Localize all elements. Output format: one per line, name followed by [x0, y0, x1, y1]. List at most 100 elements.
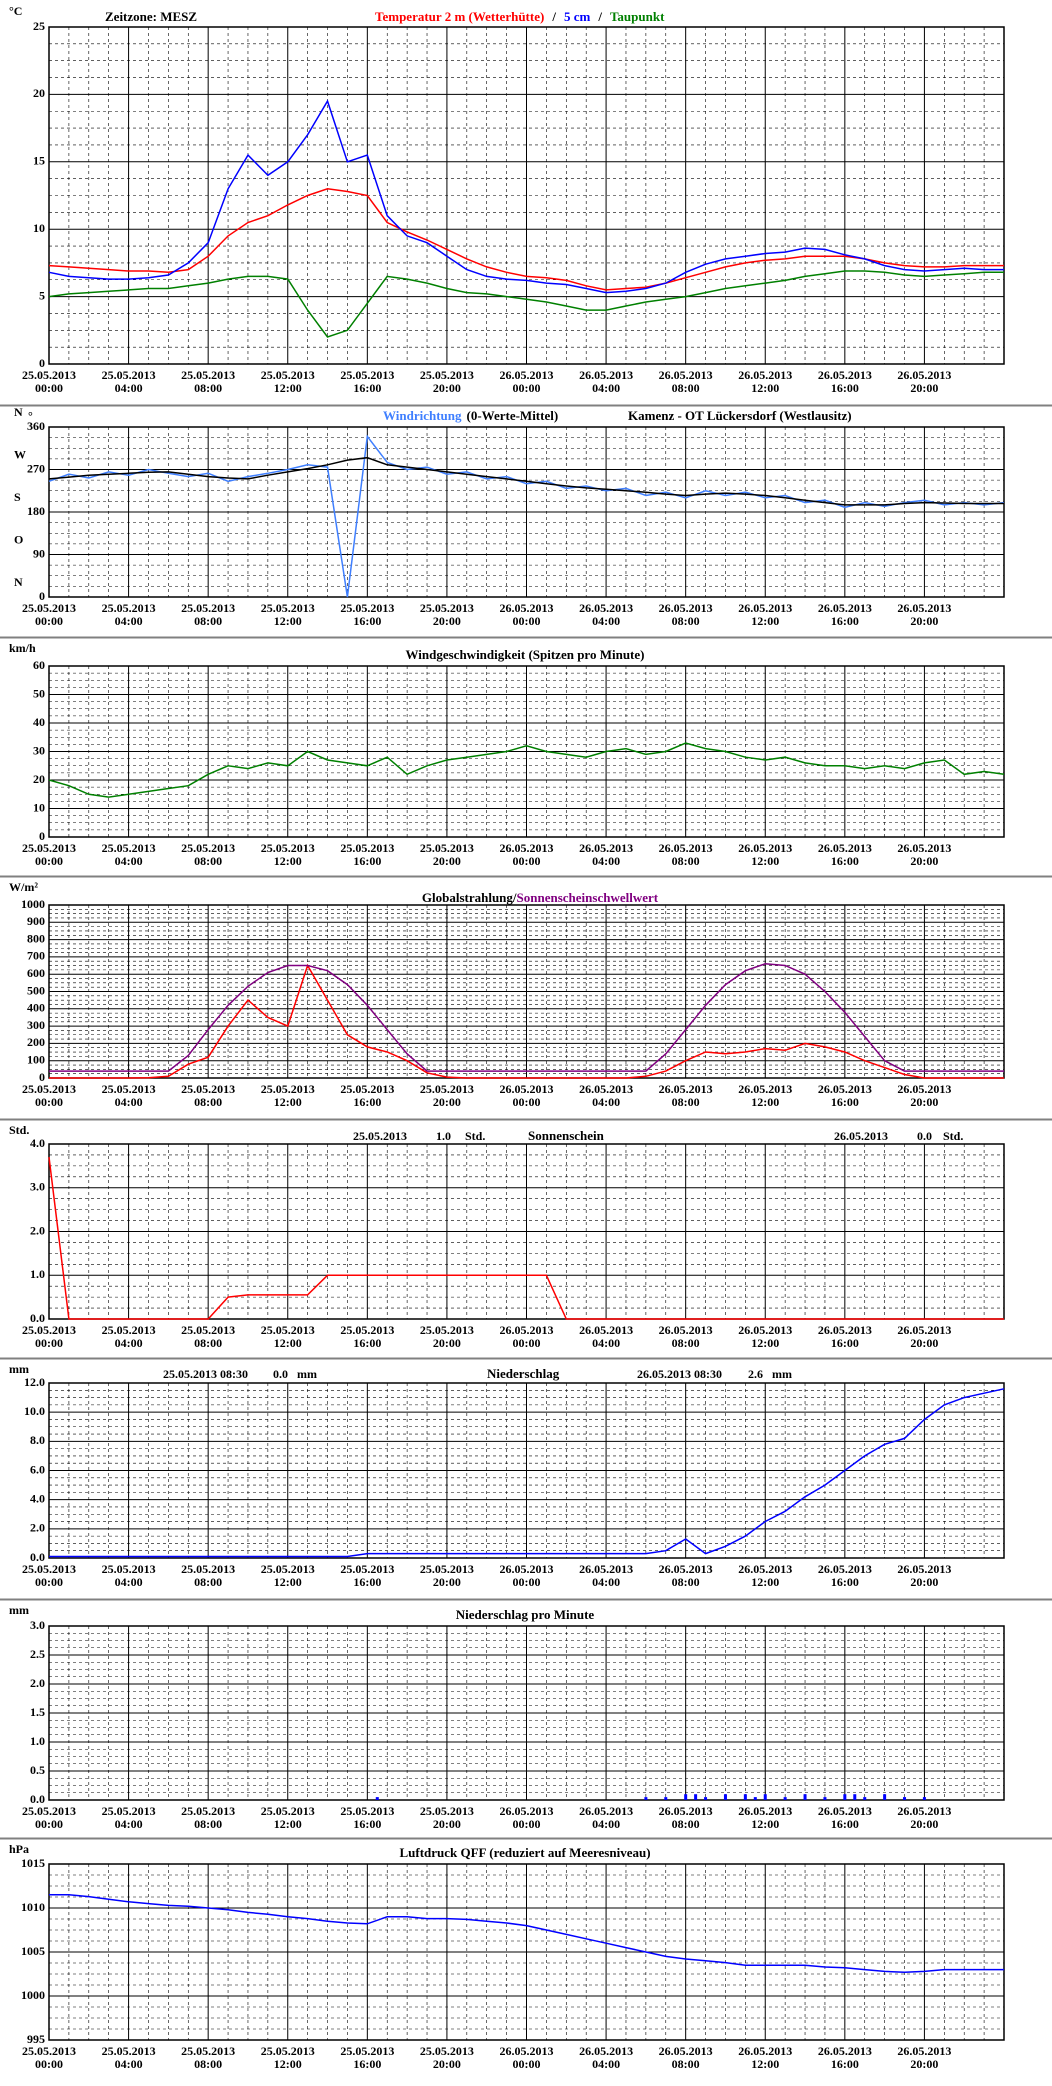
x-tick-time: 08:00	[194, 1336, 222, 1350]
daily-total: 2.6	[748, 1367, 763, 1381]
x-tick-time: 08:00	[194, 381, 222, 395]
y-tick-label: 60	[33, 658, 45, 672]
x-tick-date: 26.05.2013	[897, 601, 951, 615]
panel: 25.05.201300:0025.05.201304:0025.05.2013…	[0, 1118, 1052, 1358]
x-tick-date: 25.05.2013	[340, 1082, 394, 1096]
x-tick-time: 16:00	[831, 1095, 859, 1109]
y-tick-label: 15	[33, 154, 45, 168]
series-line	[49, 1388, 1005, 1558]
unit-label: km/h	[9, 641, 36, 655]
x-tick-date: 26.05.2013	[738, 1082, 792, 1096]
bar	[664, 1797, 668, 1800]
x-tick-time: 20:00	[433, 854, 461, 868]
x-tick-time: 20:00	[433, 2057, 461, 2071]
x-tick-date: 25.05.2013	[340, 841, 394, 855]
x-tick-date: 26.05.2013	[659, 1082, 713, 1096]
x-tick-date: 26.05.2013	[500, 841, 554, 855]
series-line	[48, 434, 1005, 598]
x-tick-time: 16:00	[353, 614, 381, 628]
y-tick-label: 0.0	[30, 1550, 45, 1564]
y-tick-label: 3.0	[30, 1618, 45, 1632]
chart-title: Windgeschwindigkeit (Spitzen pro Minute)	[406, 647, 645, 662]
daily-date: 25.05.2013 08:30	[163, 1367, 248, 1381]
daily-date: 25.05.2013	[353, 1129, 407, 1143]
panel: 25.05.201300:0025.05.201304:0025.05.2013…	[0, 875, 1052, 1119]
unit-label: mm	[9, 1603, 29, 1617]
x-tick-date: 25.05.2013	[420, 1082, 474, 1096]
x-tick-time: 12:00	[274, 1575, 302, 1589]
y-tick-label: 12.0	[24, 1375, 45, 1389]
x-tick-time: 00:00	[35, 1575, 63, 1589]
y-tick-label: 50	[33, 686, 45, 700]
x-tick-time: 08:00	[194, 614, 222, 628]
x-tick-time: 00:00	[35, 1336, 63, 1350]
y-tick-label: 1000	[21, 1988, 45, 2002]
x-tick-date: 26.05.2013	[897, 2044, 951, 2058]
bar	[903, 1797, 907, 1800]
x-tick-date: 26.05.2013	[579, 1082, 633, 1096]
x-tick-time: 12:00	[751, 2057, 779, 2071]
x-tick-time: 20:00	[910, 854, 938, 868]
x-tick-date: 25.05.2013	[420, 2044, 474, 2058]
x-tick-time: 12:00	[274, 381, 302, 395]
compass-label: O	[14, 532, 23, 546]
plot-frame	[48, 1863, 1005, 2041]
station-title: Kamenz - OT Lückersdorf (Westlausitz)	[628, 408, 852, 423]
x-tick-date: 25.05.2013	[22, 2044, 76, 2058]
x-tick-time: 16:00	[831, 1336, 859, 1350]
x-tick-time: 12:00	[274, 1817, 302, 1831]
legend: Globalstrahlung/Sonnenscheinschwellwert	[422, 890, 659, 905]
x-tick-date: 25.05.2013	[102, 1323, 156, 1337]
chart-title: Niederschlag pro Minute	[456, 1607, 595, 1622]
x-tick-time: 16:00	[353, 1095, 381, 1109]
x-tick-time: 16:00	[831, 854, 859, 868]
x-tick-date: 25.05.2013	[261, 1082, 315, 1096]
y-tick-label: 20	[33, 772, 45, 786]
y-tick-label: 400	[27, 1001, 45, 1015]
x-tick-time: 08:00	[194, 2057, 222, 2071]
x-tick-time: 00:00	[513, 2057, 541, 2071]
unit-label: Std.	[9, 1123, 29, 1137]
y-tick-label: 0.0	[30, 1311, 45, 1325]
x-tick-time: 04:00	[115, 2057, 143, 2071]
x-tick-time: 16:00	[831, 1575, 859, 1589]
x-tick-time: 04:00	[115, 1817, 143, 1831]
bar	[704, 1797, 708, 1800]
x-tick-date: 25.05.2013	[22, 368, 76, 382]
legend: Temperatur 2 m (Wetterhütte) / 5 cm / Taupun…	[375, 9, 665, 24]
x-tick-date: 26.05.2013	[500, 1323, 554, 1337]
legend-separator: /	[551, 9, 556, 24]
y-tick-label: 0	[39, 589, 45, 603]
panel: 25.05.201300:0025.05.201304:0025.05.2013…	[0, 636, 1052, 876]
x-tick-date: 25.05.2013	[340, 1323, 394, 1337]
y-tick-label: 3.0	[30, 1180, 45, 1194]
y-tick-label: 1.5	[30, 1705, 45, 1719]
x-tick-time: 08:00	[672, 1336, 700, 1350]
bar	[883, 1794, 887, 1800]
y-tick-label: 1.0	[30, 1734, 45, 1748]
y-tick-label: 90	[33, 546, 45, 560]
compass-label: S	[14, 490, 21, 504]
x-tick-date: 26.05.2013	[818, 1082, 872, 1096]
plot-frame	[48, 1143, 1005, 1320]
x-tick-date: 25.05.2013	[181, 2044, 235, 2058]
y-tick-label: 1010	[21, 1900, 45, 1914]
compass-label: N	[14, 405, 23, 419]
x-tick-date: 25.05.2013	[340, 368, 394, 382]
daily-unit: mm	[772, 1367, 792, 1381]
chart-title: Sonnenschein	[528, 1128, 605, 1143]
x-tick-date: 25.05.2013	[420, 841, 474, 855]
y-tick-label: 0.0	[30, 1792, 45, 1806]
x-tick-time: 16:00	[353, 1817, 381, 1831]
x-tick-date: 25.05.2013	[181, 1804, 235, 1818]
x-tick-time: 00:00	[513, 614, 541, 628]
x-tick-time: 08:00	[672, 1817, 700, 1831]
x-tick-date: 26.05.2013	[579, 841, 633, 855]
x-tick-date: 25.05.2013	[261, 841, 315, 855]
x-tick-date: 26.05.2013	[500, 368, 554, 382]
x-tick-date: 25.05.2013	[102, 841, 156, 855]
x-tick-time: 20:00	[910, 1095, 938, 1109]
x-tick-time: 08:00	[672, 614, 700, 628]
y-tick-label: 2.0	[30, 1521, 45, 1535]
x-tick-date: 26.05.2013	[659, 368, 713, 382]
